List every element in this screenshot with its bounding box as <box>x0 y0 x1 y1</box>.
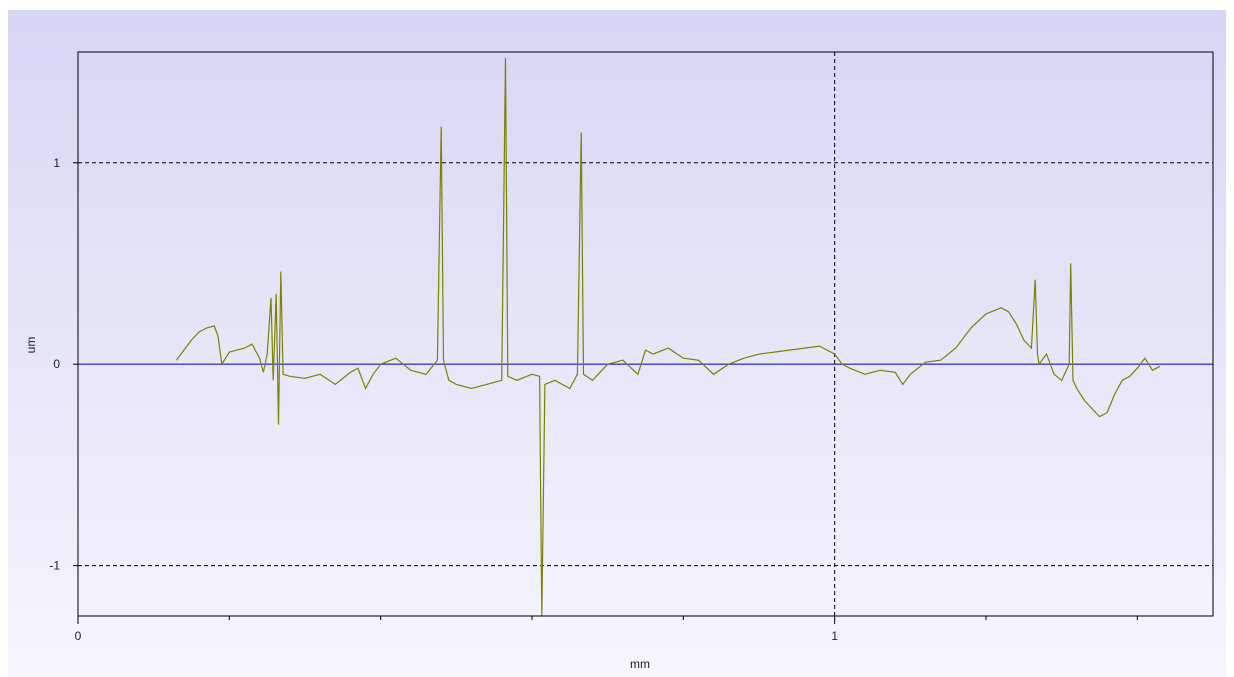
x-tick-label: 1 <box>831 629 838 643</box>
y-axis-ticks: 1 0 -1 <box>49 156 78 573</box>
y-tick-label: 1 <box>53 156 60 170</box>
grid-lines <box>78 52 1213 616</box>
y-axis-label: um <box>24 337 38 354</box>
x-tick-label: 0 <box>75 629 82 643</box>
x-axis-label: mm <box>630 657 650 671</box>
frame-background <box>8 10 1226 677</box>
y-tick-label: 0 <box>53 357 60 371</box>
y-tick-label: -1 <box>49 559 60 573</box>
series-line <box>175 57 1161 616</box>
plot-border <box>77 51 1214 617</box>
